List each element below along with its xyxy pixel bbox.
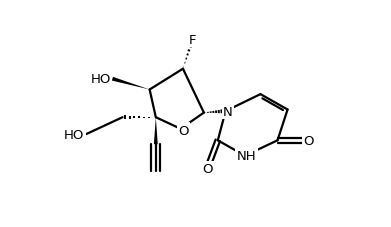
Text: HO: HO [64, 128, 84, 141]
Text: HO: HO [90, 73, 111, 86]
Polygon shape [154, 118, 158, 145]
Text: NH: NH [237, 150, 256, 163]
Text: O: O [303, 134, 314, 147]
Text: N: N [223, 105, 233, 118]
Text: O: O [178, 124, 189, 137]
Polygon shape [112, 78, 150, 90]
Text: O: O [203, 163, 213, 175]
Text: F: F [188, 34, 196, 47]
